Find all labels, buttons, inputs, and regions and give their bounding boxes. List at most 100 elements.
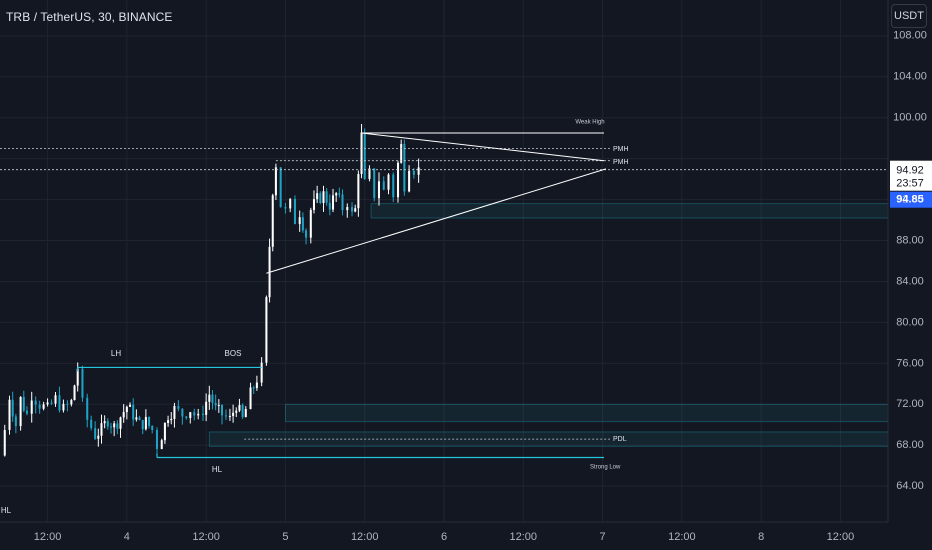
- badge-price-label: 94.85: [896, 194, 924, 206]
- candle: [25, 406, 28, 416]
- currency-button[interactable]: USDT: [891, 4, 927, 28]
- time-tick-label: 8: [758, 531, 764, 543]
- candle-body: [170, 419, 173, 421]
- candle-body: [354, 208, 357, 212]
- candle-body: [100, 423, 103, 436]
- candle-body: [360, 132, 363, 175]
- level-lines: [0, 132, 888, 459]
- candle-body: [279, 167, 282, 208]
- price-axis: [887, 0, 932, 550]
- candle: [122, 404, 125, 423]
- candle: [211, 390, 214, 410]
- annotation-strong-low: Strong Low: [590, 465, 621, 471]
- candle-body: [167, 420, 170, 423]
- time-tick-label: 4: [124, 531, 130, 543]
- candle-body: [106, 421, 109, 427]
- candle: [396, 160, 400, 203]
- candle: [373, 167, 376, 202]
- candle: [185, 415, 188, 420]
- candle-body: [252, 387, 255, 389]
- candle-body: [144, 416, 147, 430]
- candle-body: [160, 440, 163, 450]
- candle-body: [86, 397, 89, 420]
- candle: [403, 139, 406, 196]
- candle-body: [284, 207, 287, 209]
- candle: [305, 228, 308, 245]
- candle-body: [293, 198, 296, 225]
- candle: [238, 398, 241, 413]
- time-axis: [0, 521, 932, 550]
- candle: [8, 395, 11, 435]
- candle-body: [155, 430, 159, 450]
- candle: [141, 419, 144, 435]
- candle: [170, 412, 173, 425]
- candle-body: [25, 410, 28, 414]
- candle-body: [255, 382, 258, 388]
- candle-body: [151, 425, 154, 431]
- candle: [325, 188, 328, 206]
- candle-body: [244, 409, 247, 418]
- candle-body: [301, 217, 304, 231]
- candle: [279, 167, 282, 208]
- candle-body: [181, 408, 184, 417]
- candle-body: [238, 404, 241, 411]
- candle: [274, 163, 277, 200]
- candle: [214, 394, 217, 411]
- price-tick-label: 88.00: [896, 234, 924, 246]
- candle: [346, 203, 349, 218]
- candle-body: [42, 404, 45, 409]
- candle-body: [148, 416, 151, 426]
- candle: [38, 400, 41, 414]
- price-tick-label: 76.00: [896, 357, 924, 369]
- candle-body: [265, 297, 268, 363]
- candle: [58, 386, 61, 413]
- candle-body: [50, 402, 53, 404]
- zones: [208, 203, 889, 447]
- price-tick-label: 64.00: [896, 480, 924, 492]
- candle-body: [173, 405, 176, 420]
- candle: [125, 405, 128, 420]
- candle: [316, 185, 319, 203]
- candle: [66, 400, 69, 412]
- candles: [3, 123, 420, 457]
- candle-body: [335, 193, 338, 196]
- candle: [11, 391, 14, 422]
- candle-body: [125, 406, 128, 413]
- time-tick-label: 12:00: [827, 531, 855, 543]
- candle-body: [14, 416, 17, 427]
- time-tick-label: 12:00: [510, 531, 538, 543]
- annotation-hl: HL: [1, 506, 12, 515]
- candle-body: [11, 399, 14, 417]
- candle-body: [30, 400, 33, 414]
- candle: [163, 422, 166, 444]
- annotation-pdl: PDL: [613, 436, 627, 443]
- time-tick-label: 12:00: [34, 531, 62, 543]
- price-tick-label: 68.00: [896, 439, 924, 451]
- price-tick-label: 108.00: [893, 30, 927, 42]
- candle: [298, 210, 301, 232]
- time-tick-label: 5: [282, 531, 288, 543]
- candle-body: [177, 405, 180, 409]
- candle: [351, 202, 354, 217]
- candle-body: [289, 198, 292, 209]
- candle: [54, 392, 57, 407]
- candle: [62, 399, 65, 413]
- candle-body: [34, 400, 37, 405]
- candle-body: [214, 402, 217, 406]
- candle: [205, 393, 208, 422]
- candle-body: [249, 387, 252, 410]
- candle: [335, 192, 338, 202]
- candle: [268, 238, 271, 303]
- candle-body: [241, 404, 244, 418]
- candle-body: [90, 419, 93, 429]
- candle: [338, 187, 341, 198]
- triangle-upper-trendline: [361, 132, 605, 162]
- candle-body: [103, 421, 106, 424]
- time-tick-label: 12:00: [668, 531, 696, 543]
- candle-body: [119, 417, 122, 429]
- candle-body: [135, 417, 138, 420]
- candle: [30, 391, 33, 423]
- grid-lines: [0, 0, 888, 522]
